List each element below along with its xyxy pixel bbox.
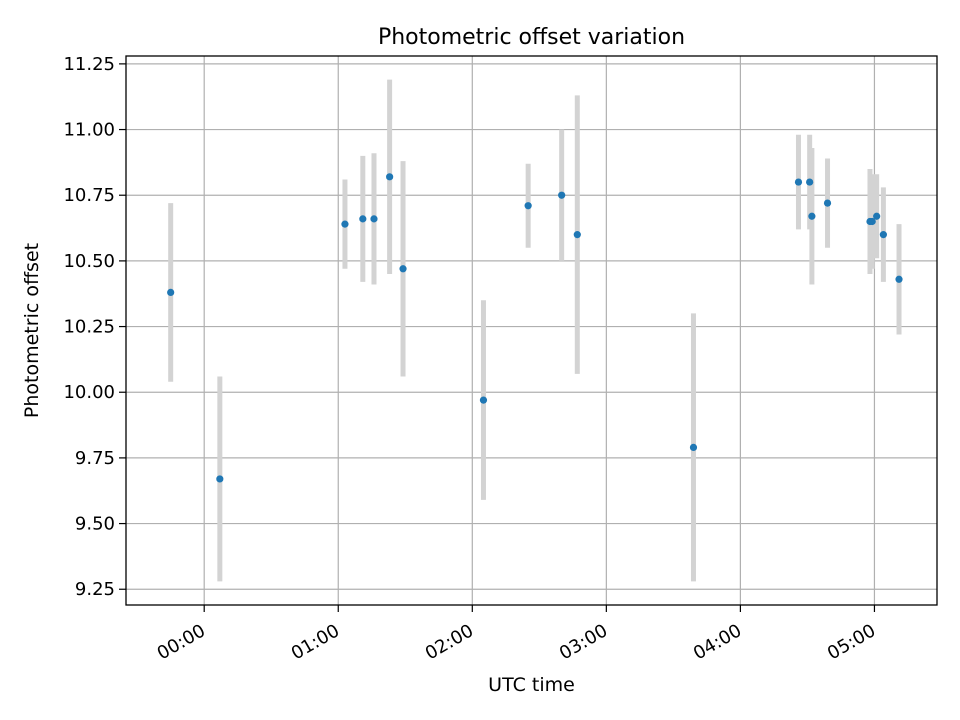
data-point [689,443,698,451]
y-tick-label: 9.50 [75,514,115,535]
plot-frame [125,55,938,606]
y-axis-title: Photometric offset [21,243,43,418]
grid-layer [126,56,937,605]
data-point [873,212,881,220]
data-point [386,173,394,181]
data-point [806,178,814,186]
data-point [808,212,816,220]
y-tick-label: 10.50 [63,251,115,272]
x-tick-label: 04:00 [690,620,745,664]
x-axis-title: UTC time [488,674,575,696]
data-point [879,231,887,239]
x-tick-label: 03:00 [556,620,611,664]
data-point [370,215,378,223]
x-axis-ticks: 00:00 01:00 02:00 03:00 04:00 05:00 [154,605,879,664]
data-point [573,231,581,239]
point-layer [167,173,903,483]
data-point [794,178,803,186]
x-tick-label: 02:00 [422,620,477,664]
y-tick-label: 10.25 [63,317,115,338]
data-point [216,475,224,483]
data-point [341,220,349,228]
data-point [868,217,876,226]
y-tick-label: 9.25 [75,579,115,600]
y-tick-label: 9.75 [75,448,115,469]
y-axis-ticks: 9.25 9.50 9.75 10.00 10.25 10.50 10.75 11.00 11.… [63,54,126,600]
chart-title: Photometric offset variation [378,25,685,50]
data-point [524,202,532,210]
y-tick-label: 10.75 [63,185,115,206]
y-tick-label: 11.00 [63,120,115,141]
y-tick-label: 11.25 [63,54,115,75]
x-tick-label: 00:00 [154,620,209,664]
data-point [167,288,175,297]
data-point [823,199,832,207]
y-tick-label: 10.00 [63,382,115,403]
data-point [558,191,566,199]
data-point [479,396,488,404]
x-tick-label: 01:00 [288,620,343,664]
data-point [895,275,903,283]
data-point [359,215,367,223]
data-point [399,265,407,273]
x-tick-label: 05:00 [824,620,879,664]
errorbar-layer [168,79,902,582]
